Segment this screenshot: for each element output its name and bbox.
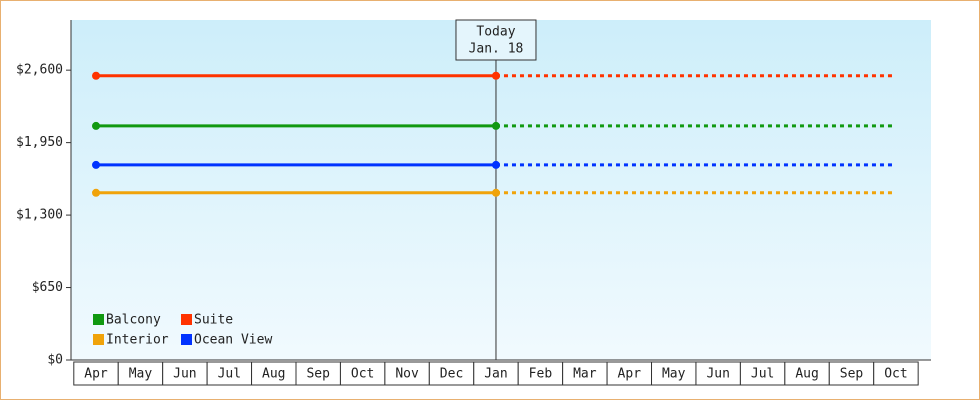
point [491,188,500,197]
x-tick-label: Jan [484,367,507,382]
point [92,71,101,80]
y-tick-label: $2,600 [16,63,63,78]
x-tick-label: Feb [529,367,553,382]
y-tick-label: $0 [47,353,63,368]
plot-area [71,20,931,360]
legend-label: Balcony [106,313,161,328]
x-cell [873,361,919,386]
point [491,121,500,130]
point [92,160,101,169]
x-tick-label: Apr [618,367,642,382]
y-tick-label: $1,300 [16,208,63,223]
x-tick-label: Apr [84,367,108,382]
x-tick-label: Jul [218,367,241,382]
legend-swatch [93,314,104,325]
x-tick-label: Aug [262,367,285,382]
x-tick-label: May [662,367,686,382]
x-tick-label: Mar [573,367,597,382]
x-tick-label: Dec [440,367,463,382]
y-tick-label: $1,950 [16,135,63,150]
point [92,121,101,130]
legend-label: Ocean View [194,333,272,348]
today-label: Today [476,25,515,40]
x-tick-label: Jun [173,367,196,382]
x-tick-label: Jun [706,367,729,382]
x-tick-label: May [129,367,153,382]
today-date: Jan. 18 [469,42,524,57]
legend-label: Suite [194,313,233,328]
point [491,71,500,80]
x-tick-label: Oct [884,367,907,382]
legend-swatch [181,334,192,345]
point [491,160,500,169]
legend-swatch [93,334,104,345]
point [92,188,101,197]
x-tick-label: Jul [751,367,774,382]
legend-label: Interior [106,333,169,348]
x-tick-label: Sep [840,367,864,382]
x-tick-label: Oct [351,367,374,382]
y-tick-label: $650 [32,280,63,295]
x-tick-label: Aug [795,367,818,382]
today-box [455,19,537,61]
legend-swatch [181,314,192,325]
x-tick-label: Sep [306,367,330,382]
x-tick-label: Nov [395,367,419,382]
